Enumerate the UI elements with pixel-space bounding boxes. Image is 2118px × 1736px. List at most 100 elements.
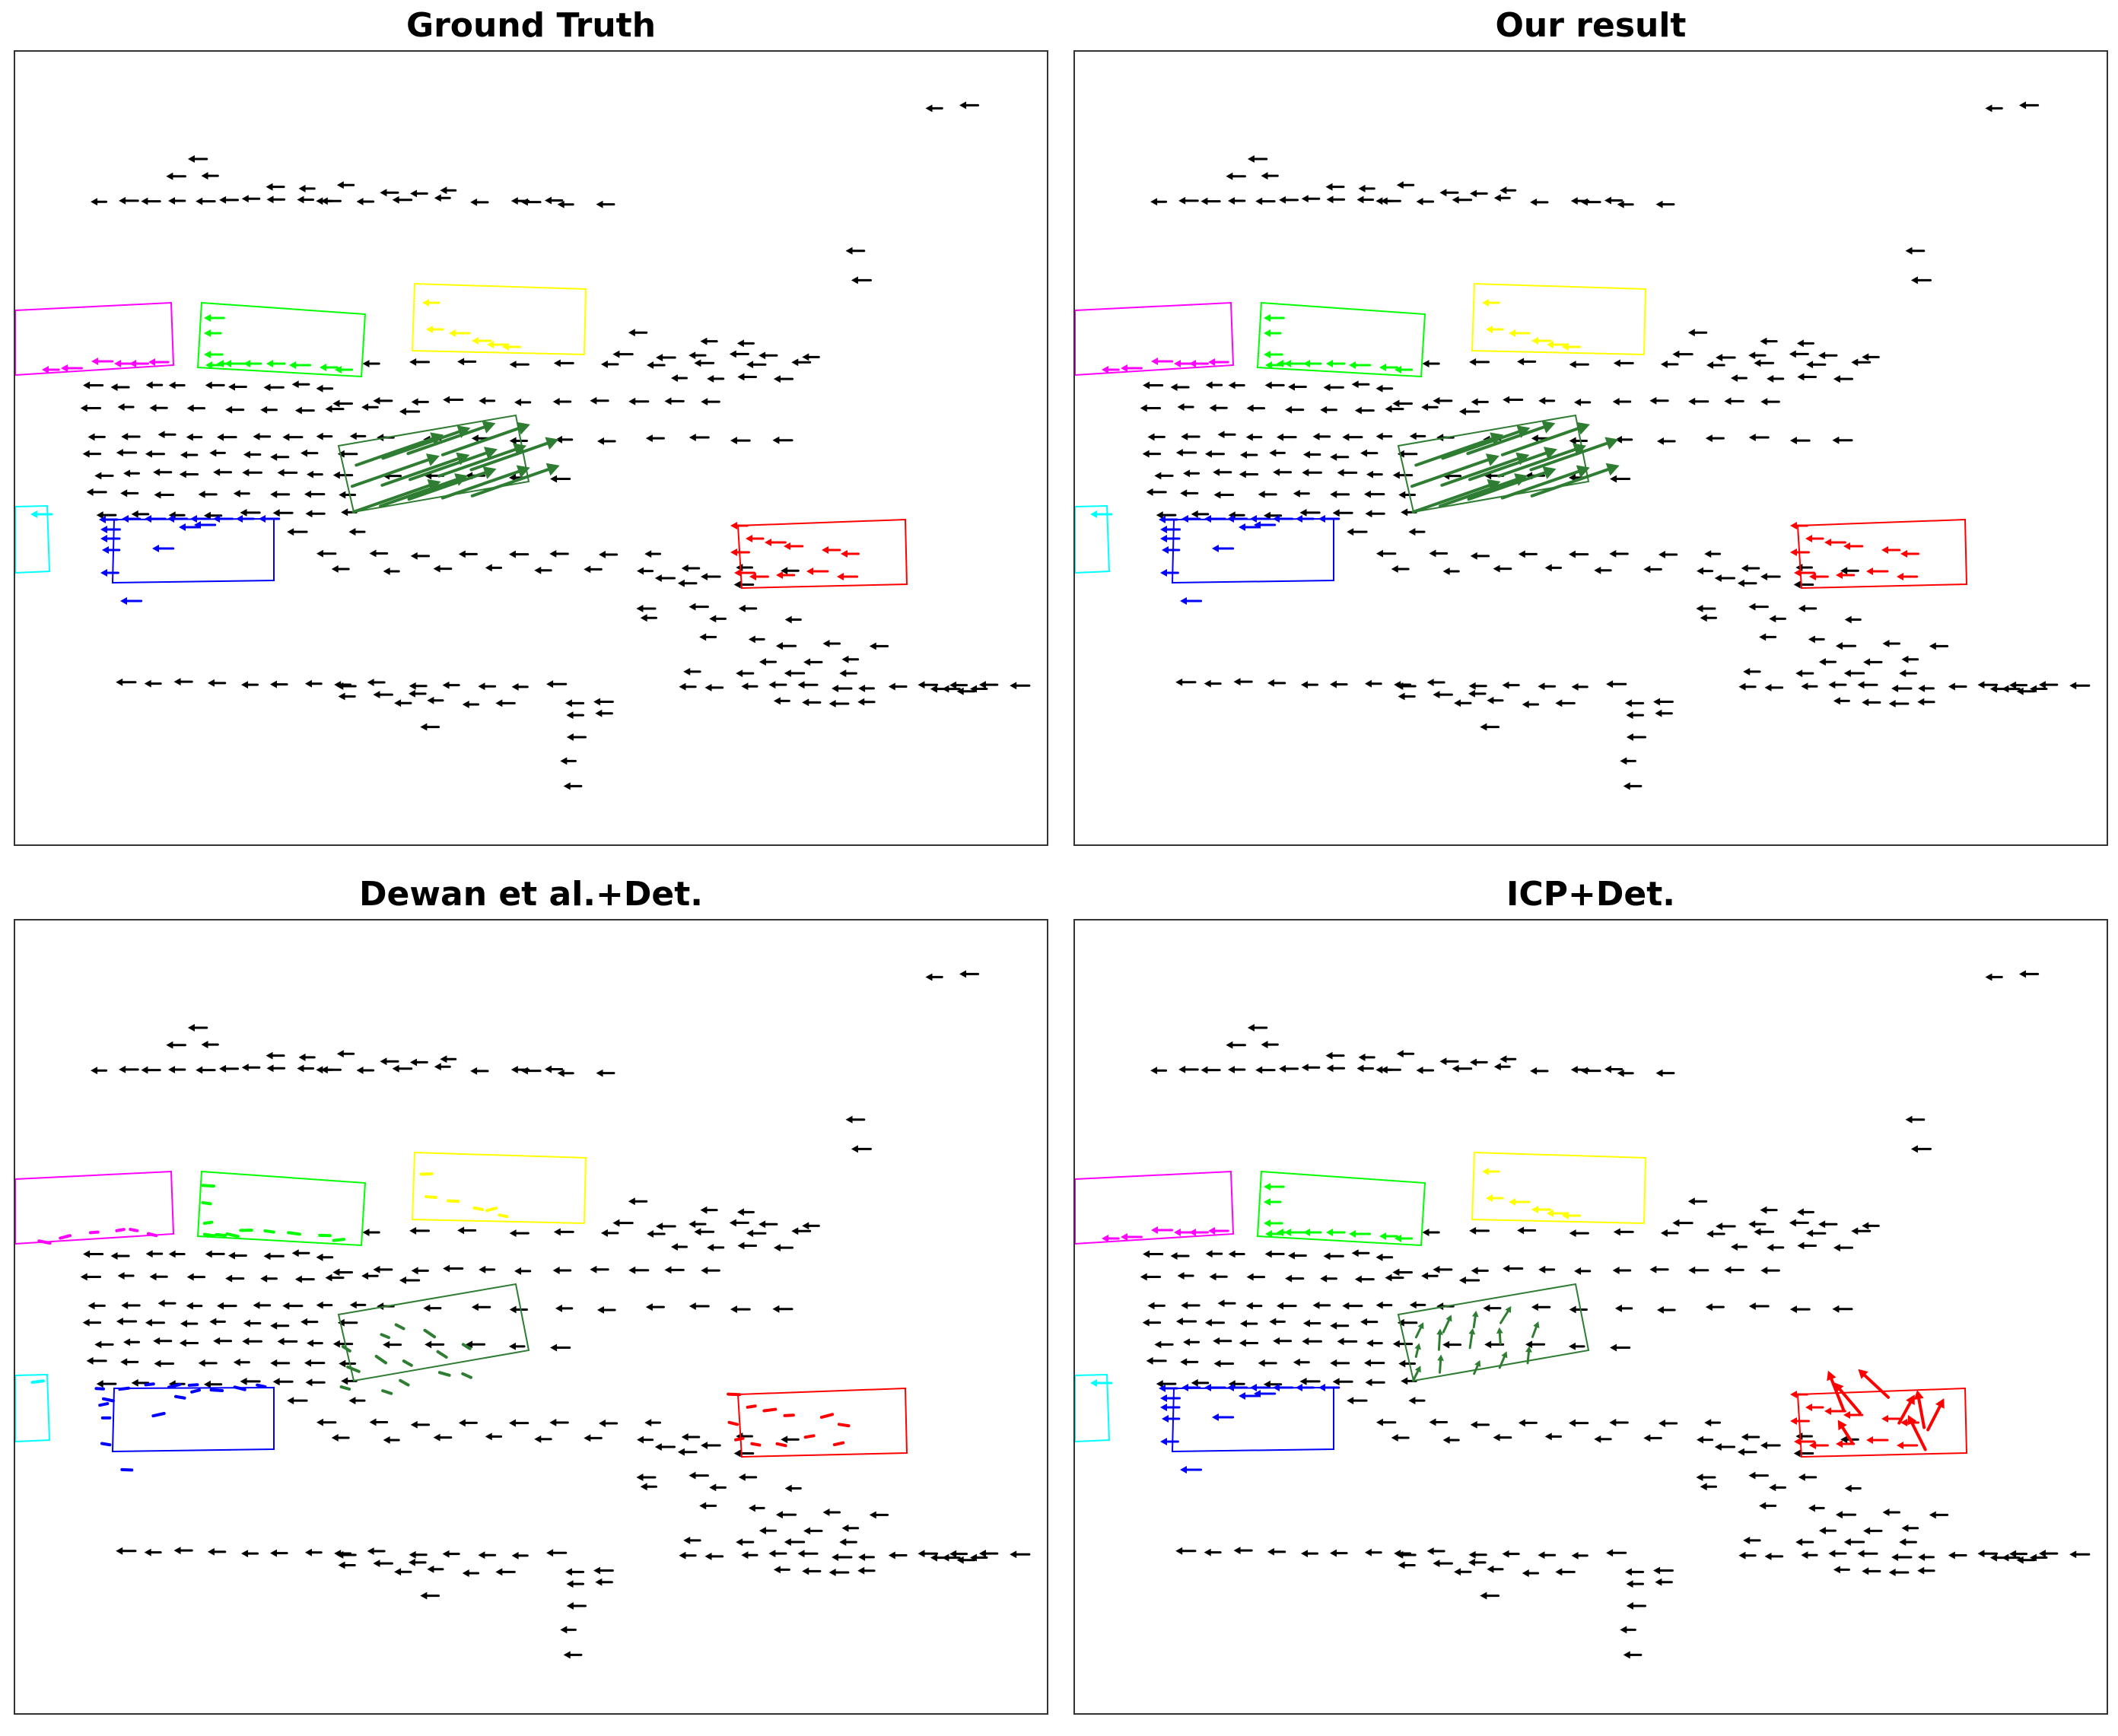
flow-arrow — [91, 1067, 108, 1075]
flow-arrow — [443, 396, 464, 404]
flow-arrow — [1162, 1415, 1181, 1423]
flow-arrow — [259, 515, 281, 523]
flow-arrow — [1706, 1230, 1725, 1238]
flow-arrow — [1365, 1378, 1385, 1387]
flow-arrow — [1208, 1227, 1229, 1235]
flow-arrow — [1213, 1337, 1232, 1345]
flow-arrow — [1833, 375, 1854, 383]
flow-arrow — [1293, 489, 1310, 498]
flow-arrow — [1416, 1067, 1435, 1074]
flow-arrow — [851, 1145, 872, 1153]
bounding-box — [1471, 1151, 1647, 1225]
flow-arrow — [260, 1274, 278, 1283]
flow-arrow — [1159, 1385, 1178, 1392]
flow-arrow — [1697, 1436, 1714, 1444]
flow-arrow — [1414, 1343, 1421, 1358]
flow-arrow — [367, 1547, 386, 1555]
flow-arrow — [1809, 573, 1829, 580]
flow-arrow — [1901, 1524, 1919, 1532]
flow-arrow — [1623, 1651, 1643, 1659]
flow-arrow — [784, 1538, 806, 1546]
flow-arrow — [282, 1302, 304, 1310]
flow-arrow — [1918, 684, 1935, 692]
flow-arrow — [336, 1050, 355, 1058]
flow-arrow — [298, 1053, 316, 1061]
flow-arrow — [612, 1219, 634, 1227]
flow-arrow — [1175, 449, 1197, 457]
flow-arrow — [1797, 373, 1817, 381]
flow-arrow — [1414, 1322, 1424, 1339]
flow-arrow — [348, 528, 366, 536]
flow-arrow — [694, 359, 715, 367]
flow-arrow — [746, 361, 767, 369]
flow-arrow — [1150, 1067, 1168, 1075]
flow-arrow — [1525, 1346, 1532, 1365]
flow-arrow — [1496, 1327, 1503, 1345]
flow-arrow — [1375, 1301, 1393, 1309]
flow-arrow — [1239, 1339, 1259, 1347]
flow-arrow — [307, 1339, 323, 1347]
flow-arrow — [1433, 691, 1453, 699]
flow-arrow — [1509, 329, 1531, 337]
flow-arrow — [1226, 1041, 1246, 1049]
flow-arrow — [154, 1359, 175, 1368]
flow-arrow — [479, 1265, 496, 1273]
flow-arrow — [858, 1553, 875, 1561]
flow-arrow — [1468, 682, 1487, 690]
flow-arrow — [410, 1058, 428, 1067]
flow-arrow — [677, 1448, 698, 1456]
bounding-box — [15, 1170, 175, 1245]
flow-arrow — [741, 1551, 758, 1560]
flow-arrow — [320, 364, 339, 371]
flow-arrow — [645, 434, 665, 443]
flow-arrow — [797, 1550, 819, 1558]
flow-arrow — [1287, 1251, 1307, 1260]
flow-arrow — [1299, 1377, 1321, 1385]
flow-arrow — [394, 1323, 405, 1331]
flow-arrow — [485, 564, 503, 572]
flow-arrow — [1538, 682, 1557, 691]
flow-arrow — [851, 276, 872, 285]
flow-arrow — [1159, 516, 1178, 523]
flow-arrow — [784, 542, 804, 550]
flow-arrow — [701, 398, 720, 406]
flow-arrow — [173, 678, 193, 686]
flow-arrow — [730, 1305, 751, 1314]
flow-arrow — [647, 1230, 666, 1238]
flow-arrow — [1891, 1553, 1913, 1561]
panel-title: Ground Truth — [405, 6, 657, 45]
flow-arrow — [1759, 1502, 1777, 1510]
flow-arrow — [379, 473, 469, 508]
flow-arrow — [566, 711, 584, 720]
flow-arrow — [434, 1063, 451, 1071]
flow-arrow — [1264, 1250, 1285, 1258]
flow-arrow — [1329, 1549, 1348, 1557]
flow-arrow — [399, 1277, 421, 1284]
flow-arrow — [1470, 1420, 1490, 1429]
flow-arrow — [266, 1051, 285, 1060]
flow-arrow — [1808, 1504, 1825, 1512]
flow-arrow — [1897, 1442, 1919, 1449]
flow-arrow — [1277, 433, 1297, 441]
flow-arrow — [775, 1511, 797, 1519]
flow-arrow — [701, 1442, 721, 1450]
flow-arrow — [1189, 1229, 1209, 1236]
flow-arrow — [121, 1302, 141, 1309]
flow-arrow — [1538, 396, 1556, 405]
flow-arrow — [449, 329, 471, 337]
flow-arrow — [700, 337, 718, 345]
flow-arrow — [1741, 564, 1760, 572]
flow-arrow — [1617, 1069, 1634, 1077]
flow-arrow — [154, 491, 175, 499]
flow-arrow — [797, 681, 819, 689]
flow-arrow — [1277, 1229, 1298, 1236]
flow-arrow — [116, 1547, 137, 1555]
flow-arrow — [409, 1550, 428, 1559]
flow-arrow — [256, 1383, 267, 1388]
flow-arrow — [304, 490, 326, 498]
bounding-box — [411, 1151, 587, 1225]
flow-arrow — [436, 1350, 448, 1359]
flow-arrow — [1175, 1318, 1197, 1326]
flow-arrow — [1391, 565, 1410, 573]
flow-arrow — [1212, 1413, 1235, 1421]
